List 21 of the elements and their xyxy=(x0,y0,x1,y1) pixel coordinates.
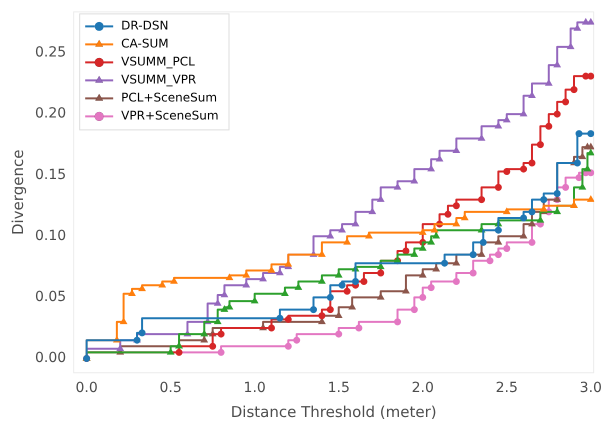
legend-label: VSUMM_PCL xyxy=(121,54,196,69)
legend-label: VSUMM_VPR xyxy=(121,72,196,87)
legend-label: DR-DSN xyxy=(121,18,168,33)
legend-label: VPR+SceneSum xyxy=(121,108,219,123)
y-tick-label: 0.25 xyxy=(35,44,66,61)
y-tick-label: 0.05 xyxy=(35,289,66,306)
x-tick-label: 0.5 xyxy=(160,380,182,396)
x-tick-label: 1.0 xyxy=(244,380,266,396)
x-tick-label: 3.0 xyxy=(580,380,602,396)
x-tick-label: 0.0 xyxy=(75,380,98,396)
y-axis-title: Divergence xyxy=(8,150,27,236)
x-axis-title: Distance Threshold (meter) xyxy=(230,402,437,421)
legend-label: CA-SUM xyxy=(121,36,169,51)
legend-label: PCL+SceneSum xyxy=(121,90,218,105)
y-tick-label: 0.10 xyxy=(35,228,66,244)
x-tick-label: 2.5 xyxy=(496,380,518,396)
x-tick-label: 1.5 xyxy=(328,380,350,396)
y-tick-label: 0.00 xyxy=(35,350,66,366)
y-tick-label: 0.20 xyxy=(35,106,66,122)
x-tick-label: 2.0 xyxy=(412,380,434,396)
y-tick-label: 0.15 xyxy=(35,166,66,183)
